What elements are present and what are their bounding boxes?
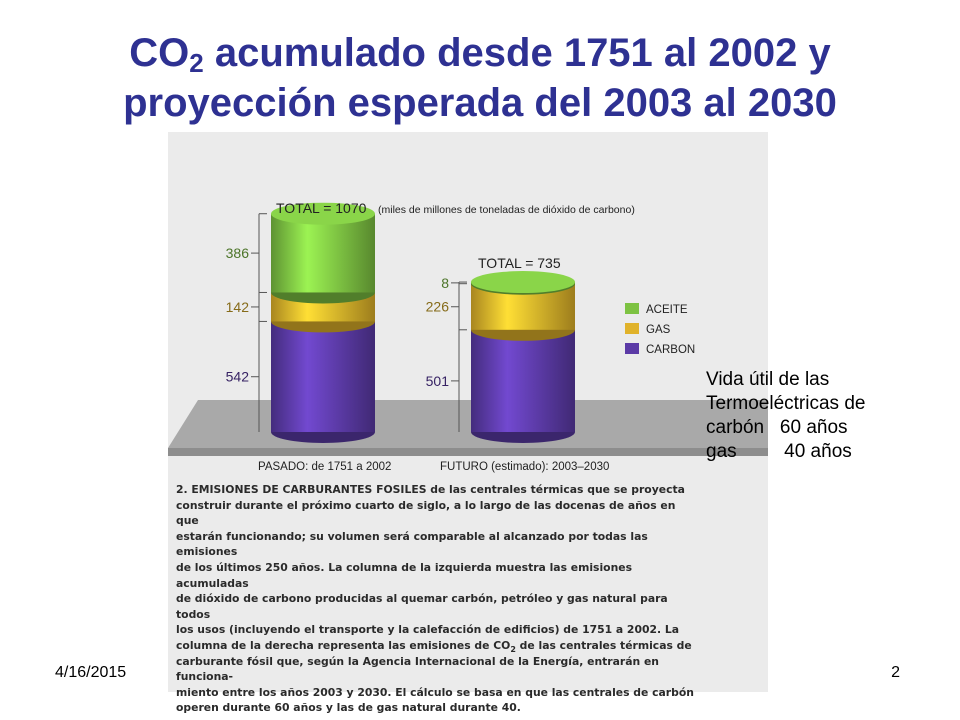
category-label: FUTURO (estimado): 2003–2030	[440, 461, 609, 473]
cylinder-segment-aceite	[271, 213, 375, 293]
slide-title: CO2 acumulado desde 1751 al 2002 y proye…	[0, 28, 960, 128]
value-label: 142	[226, 299, 250, 315]
lifetime-note-line: Termoeléctricas de	[706, 393, 866, 414]
chart-platform-edge	[168, 448, 768, 456]
lifetime-note-line: Vida útil de las	[706, 369, 830, 390]
total-unit-note: (miles de millones de toneladas de dióxi…	[378, 204, 635, 216]
value-label: 542	[226, 369, 250, 385]
legend-swatch	[625, 323, 639, 334]
cylinder-segment-carbon	[271, 321, 375, 432]
legend-label: CARBON	[646, 344, 695, 356]
cylinder-top	[271, 202, 375, 225]
lifetime-note-line: carbón 60 años	[706, 417, 848, 438]
figure-caption: 2. EMISIONES DE CARBURANTES FOSILES de l…	[176, 483, 694, 715]
value-label: 501	[426, 373, 450, 389]
lifetime-note: Vida útil de las Termoeléctricas de carbón…	[706, 368, 956, 464]
value-label: 8	[441, 275, 449, 291]
chart-platform-top	[168, 400, 768, 448]
value-label: 386	[226, 245, 250, 261]
value-label: 226	[426, 299, 450, 315]
slide-title-line1: CO2 acumulado desde 1751 al 2002 y	[129, 31, 831, 78]
legend-label: ACEITE	[646, 304, 688, 316]
slide-title-line2: proyección esperada del 2003 al 2030	[123, 81, 837, 125]
category-label: PASADO: de 1751 a 2002	[258, 461, 391, 473]
slide-page-number: 2	[891, 664, 900, 681]
total-label: TOTAL = 1070	[276, 200, 367, 216]
legend-swatch	[625, 303, 639, 314]
slide-date: 4/16/2015	[55, 664, 127, 681]
legend-label: GAS	[646, 324, 671, 336]
total-label: TOTAL = 735	[478, 255, 561, 271]
cylinder-segment-carbon	[471, 329, 575, 432]
lifetime-note-line: gas 40 años	[706, 441, 852, 462]
scanned-figure: 542 142 386 TOTAL = 1070 (miles de millones …	[168, 132, 768, 714]
cylinder-top	[471, 271, 575, 294]
co2-stacked-cylinder-chart: 542 142 386 TOTAL = 1070 (miles de millones …	[168, 200, 768, 473]
legend-swatch	[625, 343, 639, 354]
